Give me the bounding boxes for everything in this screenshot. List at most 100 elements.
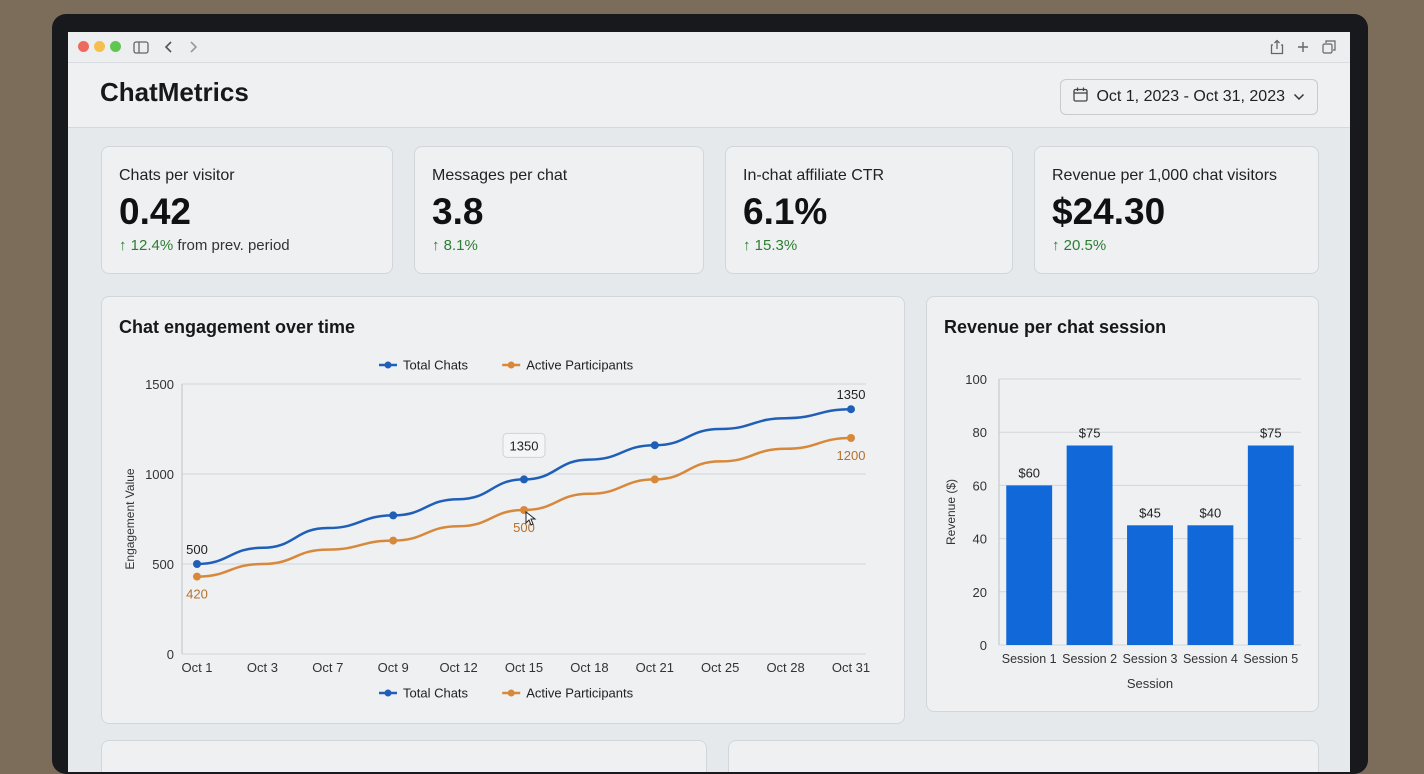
share-icon[interactable] (1268, 38, 1286, 56)
tooltip-box (502, 432, 546, 458)
browser-window: ChatMetrics Oct 1, 2023 - Oct 31, 2023 C… (68, 32, 1350, 772)
kpi-delta: ↑ 15.3% (743, 237, 798, 254)
line-chart-title: Chat engagement over time (119, 317, 356, 337)
x-tick-label: Oct 21 (636, 660, 674, 675)
x-tick-label: Session 1 (1002, 652, 1057, 666)
x-tick-label: Session 3 (1123, 652, 1178, 666)
y-tick-label: 1000 (145, 467, 174, 482)
data-point (193, 560, 201, 568)
y-axis-title: Engagement Value (123, 468, 137, 570)
legend-marker (507, 689, 515, 697)
data-label: 500 (513, 520, 535, 535)
x-tick-label: Oct 15 (505, 660, 543, 675)
kpi-card-chats-per-visitor: Chats per visitor 0.42 ↑ 12.4% from prev… (101, 146, 393, 274)
close-window-button[interactable] (78, 41, 89, 52)
kpi-label: Revenue per 1,000 chat visitors (1052, 167, 1278, 184)
y-tick-label: 80 (973, 425, 987, 440)
x-tick-label: Oct 18 (570, 660, 608, 675)
kpi-card-messages-per-chat: Messages per chat 3.8 ↑ 8.1% (414, 146, 704, 274)
y-tick-label: 60 (973, 478, 987, 493)
bar-value-label: $45 (1139, 505, 1161, 520)
x-tick-label: Oct 25 (701, 660, 739, 675)
browser-titlebar (68, 32, 1350, 63)
calendar-icon (1073, 87, 1089, 107)
kpi-delta-value: ↑ 12.4% (119, 237, 174, 254)
legend-marker (384, 689, 392, 697)
bar-chart-card: Revenue per chat session 0 20 40 60 80 100 Rev… (926, 296, 1319, 712)
cursor-icon (525, 510, 537, 526)
x-tick-label: Oct 9 (378, 660, 409, 675)
kpi-value: 0.42 (119, 191, 192, 232)
data-point (650, 441, 659, 450)
date-range-label: Oct 1, 2023 - Oct 31, 2023 (1096, 88, 1285, 105)
bar-value-label: $75 (1079, 426, 1101, 441)
legend-label: Active Participants (526, 686, 633, 701)
bar (1247, 445, 1294, 645)
sidebar-toggle-icon[interactable] (132, 38, 150, 56)
back-icon[interactable] (160, 38, 178, 56)
x-tick-label: Oct 28 (766, 660, 804, 675)
bottom-card-right (728, 740, 1319, 772)
kpi-delta: ↑ 20.5% (1052, 237, 1107, 254)
x-tick-label: Oct 7 (312, 660, 343, 675)
data-label: 1200 (837, 448, 866, 463)
bar (1006, 485, 1053, 645)
x-tick-label: Session 5 (1243, 652, 1298, 666)
y-tick-label: 500 (152, 557, 174, 572)
chevron-down-icon (1293, 88, 1305, 106)
zoom-window-button[interactable] (110, 41, 121, 52)
date-range-picker[interactable]: Oct 1, 2023 - Oct 31, 2023 (1060, 79, 1318, 115)
tooltip-text: 1350 (510, 438, 539, 453)
x-tick-label: Oct 1 (181, 660, 212, 675)
kpi-delta: ↑ 12.4% from prev. period (119, 237, 290, 254)
new-tab-icon[interactable] (1294, 38, 1312, 56)
data-point (847, 405, 855, 414)
y-tick-label: 100 (965, 372, 987, 387)
y-tick-label: 20 (973, 585, 987, 600)
data-point (389, 511, 398, 520)
bar-value-label: $40 (1200, 505, 1222, 520)
x-tick-label: Oct 3 (247, 660, 278, 675)
y-tick-label: 0 (167, 647, 174, 662)
forward-icon[interactable] (184, 38, 202, 56)
x-tick-label: Oct 31 (832, 660, 870, 675)
kpi-label: Chats per visitor (119, 167, 235, 184)
legend-marker (384, 361, 392, 369)
x-tick-label: Oct 12 (439, 660, 477, 675)
kpi-value: $24.30 (1052, 191, 1166, 232)
data-label: 420 (186, 587, 208, 602)
legend-marker (507, 361, 515, 369)
bar-chart: 0 20 40 60 80 100 Revenue ($) $60 Session 1 $75 Se… (944, 372, 1301, 691)
x-tick-label: Session 2 (1062, 652, 1117, 666)
kpi-value: 3.8 (432, 191, 484, 232)
kpi-card-revenue-per-1000: Revenue per 1,000 chat visitors $24.30 ↑… (1034, 146, 1319, 274)
legend-label: Active Participants (526, 358, 633, 373)
kpi-label: Messages per chat (432, 167, 568, 184)
data-point (389, 536, 398, 545)
app-header: ChatMetrics Oct 1, 2023 - Oct 31, 2023 (68, 63, 1350, 128)
data-point (193, 572, 201, 581)
series-line-total-chats (196, 407, 852, 566)
data-label: 1350 (837, 387, 866, 402)
x-tick-label: Session 4 (1183, 652, 1238, 666)
kpi-value: 6.1% (743, 191, 828, 232)
data-point (847, 434, 855, 442)
line-chart: 0 500 1000 1500 Engagement Value Oct 1 Oct 3 Oc… (123, 358, 870, 701)
y-axis-title: Revenue ($) (944, 479, 958, 545)
data-label: 500 (186, 542, 208, 557)
kpi-delta: ↑ 8.1% (432, 237, 478, 254)
bar-value-label: $75 (1260, 426, 1282, 441)
bar (1187, 525, 1234, 645)
y-tick-label: 1500 (145, 377, 174, 392)
tab-overview-icon[interactable] (1320, 38, 1338, 56)
legend-label: Total Chats (403, 686, 469, 701)
bar (1127, 525, 1173, 645)
legend-label: Total Chats (403, 358, 469, 373)
kpi-delta-note: from prev. period (177, 237, 290, 254)
kpi-label: In-chat affiliate CTR (743, 167, 885, 184)
y-tick-label: 0 (980, 638, 987, 653)
bar-value-label: $60 (1018, 465, 1040, 480)
y-tick-label: 40 (973, 532, 987, 547)
app-title: ChatMetrics (100, 77, 249, 107)
minimize-window-button[interactable] (94, 41, 105, 52)
